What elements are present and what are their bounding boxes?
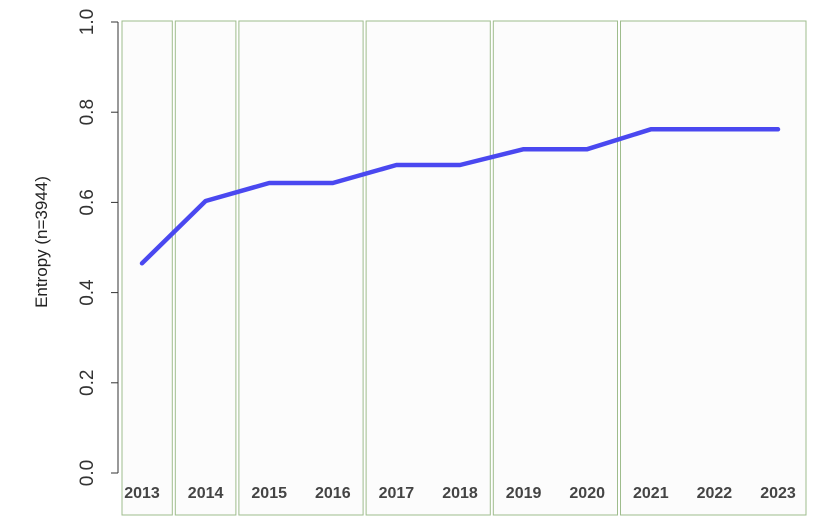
x-tick-label-2020: 2020 bbox=[569, 485, 605, 502]
x-tick-label-2018: 2018 bbox=[442, 485, 478, 502]
x-tick-label-2013: 2013 bbox=[124, 485, 160, 502]
y-tick-label-0.6: 0.6 bbox=[77, 189, 98, 215]
x-tick-label-2023: 2023 bbox=[760, 485, 796, 502]
year-panels bbox=[121, 20, 807, 516]
panel-2013 bbox=[121, 20, 173, 516]
y-axis: 0.0 0.2 0.4 0.6 0.8 1.0 bbox=[77, 9, 119, 486]
x-tick-label-2019: 2019 bbox=[506, 485, 542, 502]
y-tick-label-0.8: 0.8 bbox=[77, 99, 98, 125]
panel-2017-2018 bbox=[365, 20, 491, 516]
x-tick-label-2014: 2014 bbox=[188, 485, 224, 502]
panel-2019-2020 bbox=[492, 20, 618, 516]
x-tick-label-2015: 2015 bbox=[251, 485, 287, 502]
y-tick-label-1.0: 1.0 bbox=[77, 9, 98, 35]
y-tick-label-0.4: 0.4 bbox=[77, 279, 98, 306]
y-tick-label-0.2: 0.2 bbox=[77, 370, 98, 396]
x-tick-label-2016: 2016 bbox=[315, 485, 351, 502]
x-tick-labels: 2013 2014 2015 2016 2017 2018 2019 2020 2021 2022… bbox=[124, 485, 796, 502]
panel-2021-2022-2023 bbox=[620, 20, 807, 516]
y-axis-title: Entropy (n=3944) bbox=[32, 176, 51, 308]
panel-2015-2016 bbox=[238, 20, 364, 516]
x-tick-label-2022: 2022 bbox=[697, 485, 733, 502]
panel-2014 bbox=[174, 20, 237, 516]
series-group bbox=[139, 127, 781, 266]
x-tick-label-2021: 2021 bbox=[633, 485, 669, 502]
x-tick-label-2017: 2017 bbox=[379, 485, 415, 502]
y-tick-label-0.0: 0.0 bbox=[77, 460, 98, 486]
